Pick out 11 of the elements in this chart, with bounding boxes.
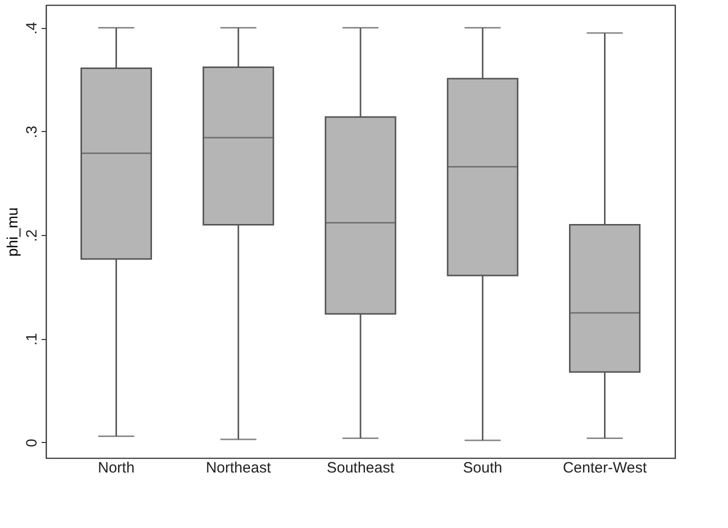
x-tick-label: Center-West <box>562 460 648 476</box>
y-tick-label: .3 <box>24 126 40 138</box>
y-tick-label: 0 <box>24 438 40 448</box>
y-tick-label: .4 <box>24 22 40 35</box>
x-tick-label: Southeast <box>326 460 396 476</box>
y-tick-label: .1 <box>24 333 40 346</box>
y-tick-label: .2 <box>24 229 40 242</box>
x-tick-label: South <box>463 460 502 476</box>
x-tick-label: North <box>98 460 135 476</box>
x-tick-label: Northeast <box>206 460 272 476</box>
y-axis-title: phi_mu <box>4 207 22 257</box>
